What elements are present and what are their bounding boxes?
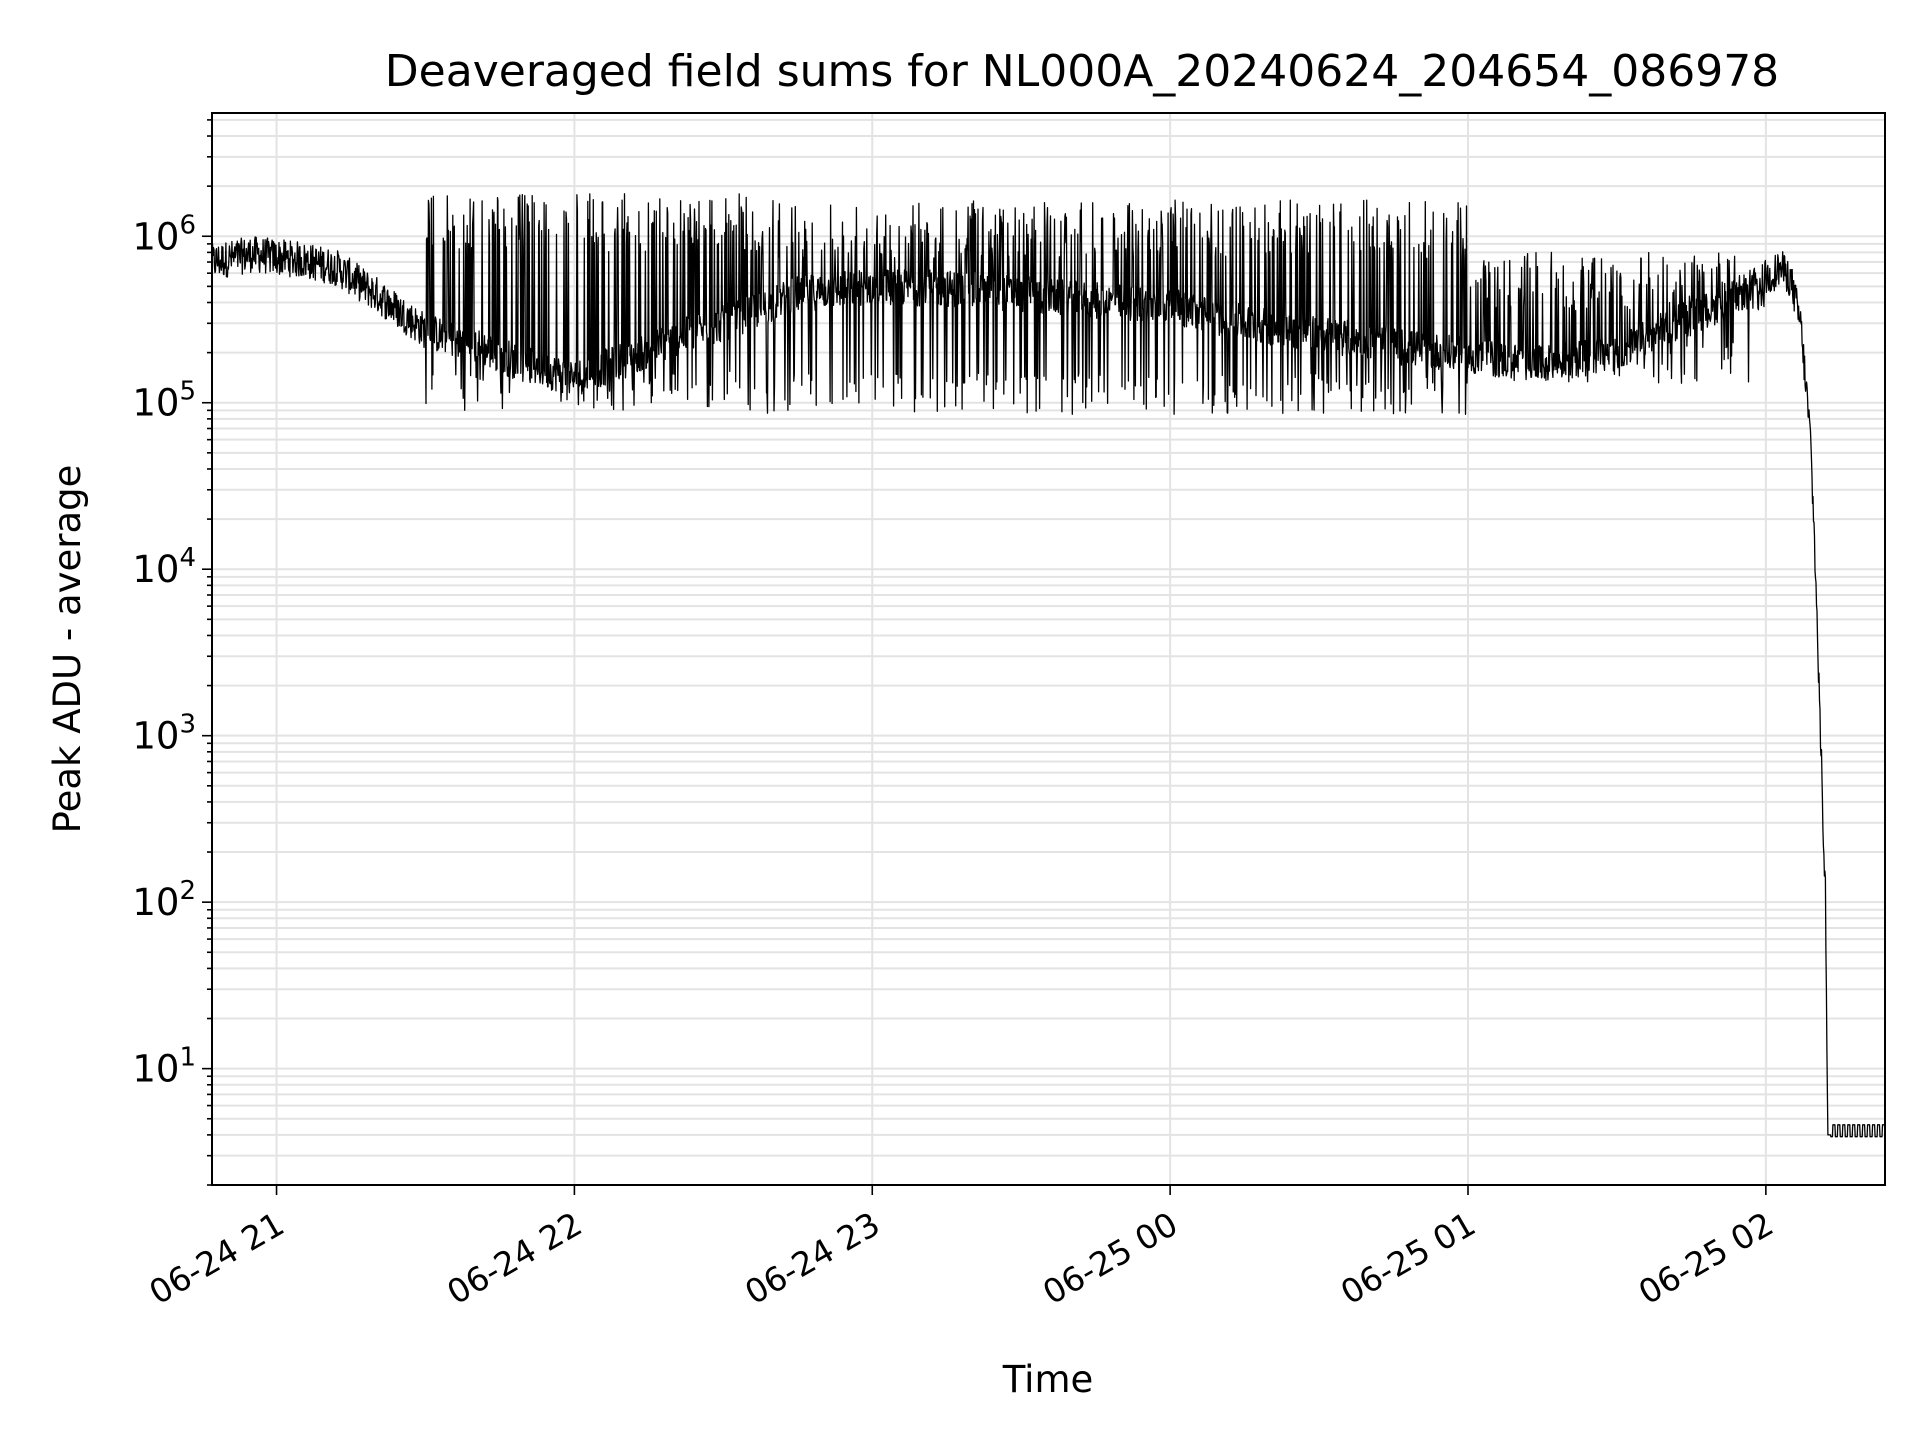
plot-frame xyxy=(211,112,1886,1186)
y-tick-label: 102 xyxy=(132,876,196,924)
y-tick-label: 104 xyxy=(132,543,196,591)
series-line xyxy=(212,193,1885,1138)
y-tick-label: 101 xyxy=(132,1043,196,1091)
y-tick-label: 106 xyxy=(132,210,196,258)
chart-title: Deaveraged field sums for NL000A_2024062… xyxy=(385,46,1779,97)
y-tick-label: 105 xyxy=(132,377,196,425)
y-axis: 101 102 103 104 105 106 xyxy=(132,119,212,1186)
series-group xyxy=(212,193,1885,1138)
y-tick-label: 103 xyxy=(132,710,196,758)
x-axis-label: Time xyxy=(1002,1358,1094,1401)
plot-area xyxy=(212,193,1885,1138)
y-axis-label: Peak ADU - average xyxy=(46,465,89,834)
